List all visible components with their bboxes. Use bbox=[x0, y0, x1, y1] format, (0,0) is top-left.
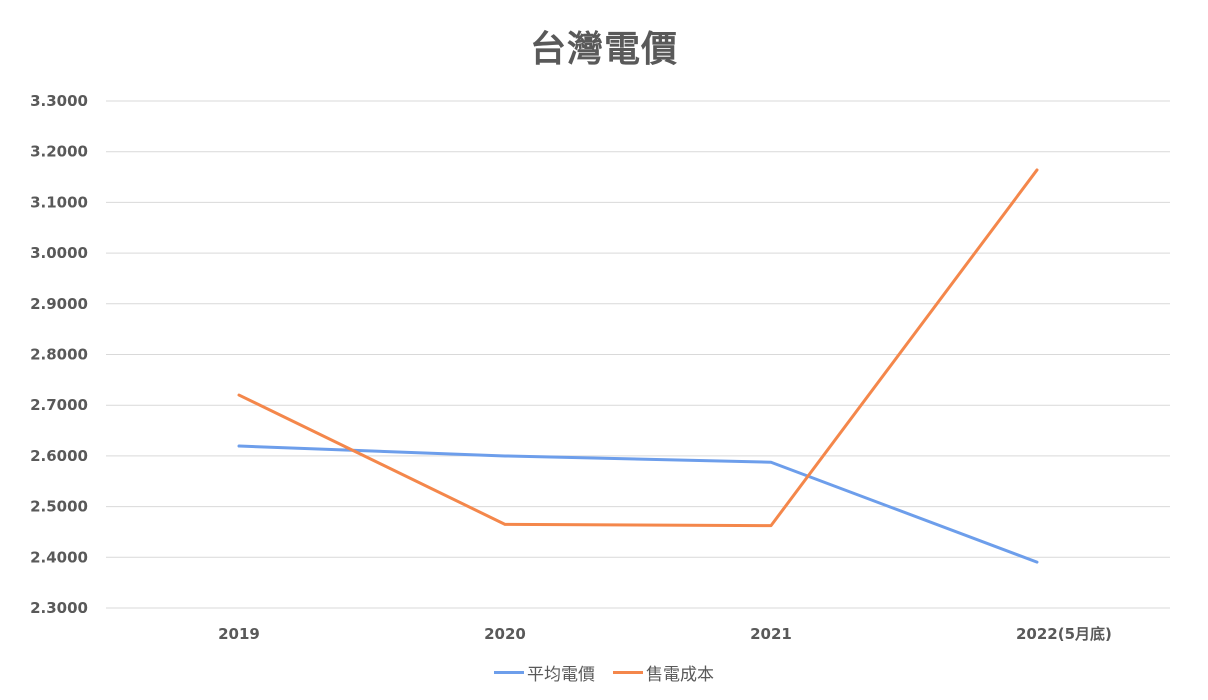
legend-label: 售電成本 bbox=[646, 665, 714, 685]
y-tick-label: 2.5000 bbox=[30, 498, 88, 516]
x-tick-label: 2022(5月底) bbox=[1016, 625, 1112, 643]
y-tick-label: 2.7000 bbox=[30, 396, 88, 414]
series-line-avg-price[interactable] bbox=[237, 444, 1039, 564]
y-tick-label: 2.4000 bbox=[30, 548, 88, 566]
y-tick-label: 3.3000 bbox=[30, 92, 88, 110]
y-tick-label: 3.1000 bbox=[30, 193, 88, 211]
chart-title: 台灣電價 bbox=[529, 29, 678, 70]
x-tick-label: 2020 bbox=[484, 625, 526, 643]
x-tick-label: 2019 bbox=[218, 625, 260, 643]
legend-item-sales-cost[interactable]: 售電成本 bbox=[613, 660, 714, 685]
legend-swatch-avg-price bbox=[494, 671, 524, 674]
y-tick-label: 2.6000 bbox=[30, 447, 88, 465]
y-tick-label: 3.2000 bbox=[30, 143, 88, 161]
y-tick-label: 2.3000 bbox=[30, 599, 88, 617]
legend-item-avg-price[interactable]: 平均電價 bbox=[494, 660, 595, 685]
legend: 平均電價 售電成本 bbox=[0, 660, 1208, 685]
y-tick-label: 3.0000 bbox=[30, 244, 88, 262]
legend-label: 平均電價 bbox=[527, 665, 595, 685]
x-axis-labels: 2019 2020 2021 2022(5月底) bbox=[218, 625, 1112, 643]
y-tick-label: 2.8000 bbox=[30, 346, 88, 364]
y-tick-label: 2.9000 bbox=[30, 295, 88, 313]
y-axis-labels: 3.3000 3.2000 3.1000 3.0000 2.9000 2.8000 2.70… bbox=[30, 92, 88, 617]
series-line-sales-cost[interactable] bbox=[237, 168, 1039, 528]
x-tick-label: 2021 bbox=[750, 625, 792, 643]
series-lines bbox=[237, 168, 1039, 564]
gridlines bbox=[106, 100, 1170, 609]
legend-swatch-sales-cost bbox=[613, 671, 643, 674]
